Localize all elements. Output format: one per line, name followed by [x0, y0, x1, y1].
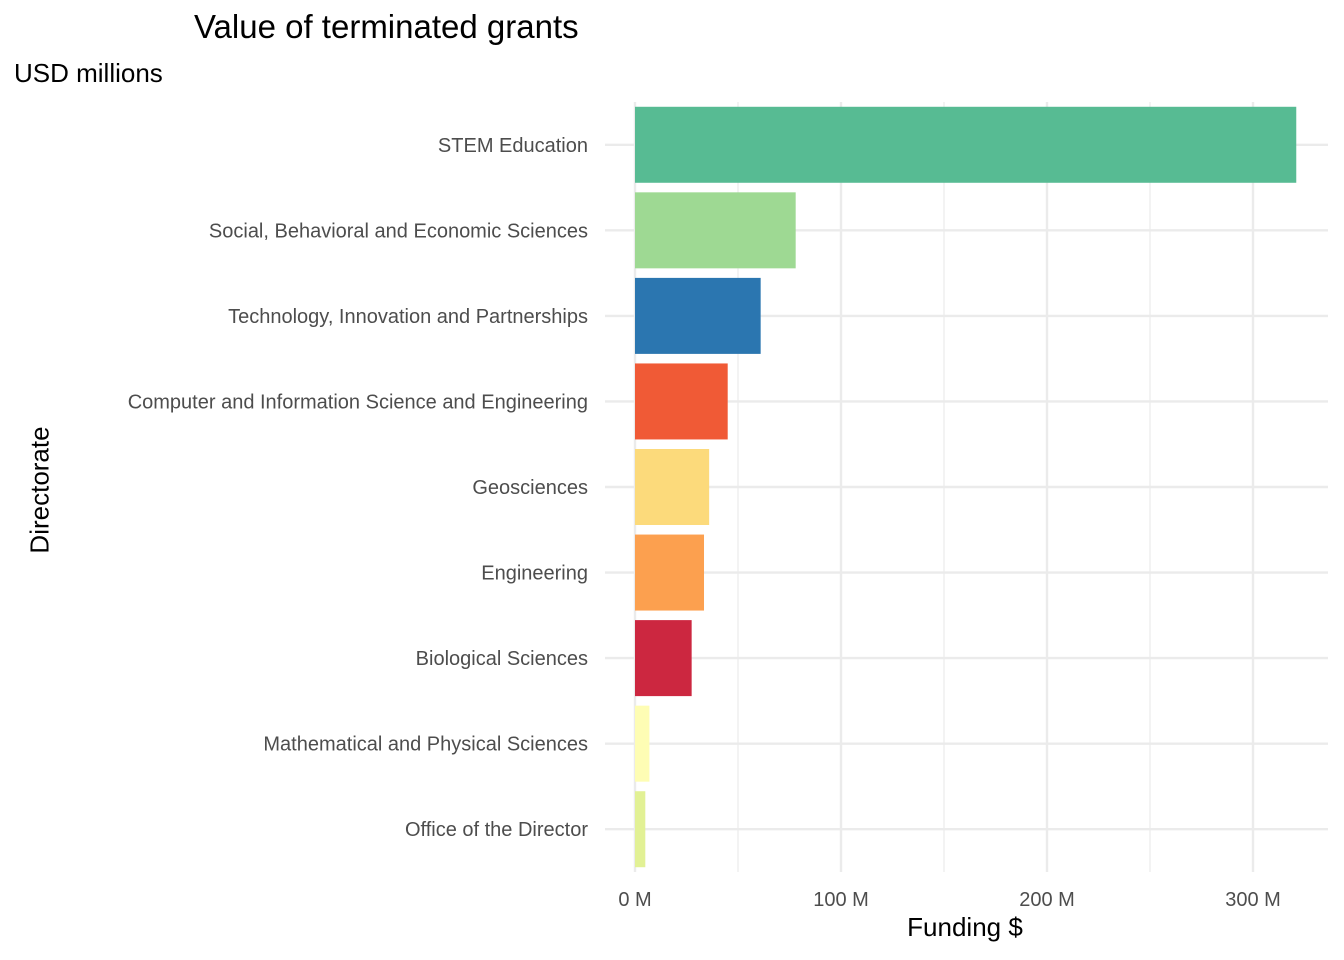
category-label: Engineering [481, 563, 588, 585]
x-tick-label: 0 M [618, 889, 651, 911]
chart-subtitle: USD millions [14, 58, 163, 88]
x-axis-label: Funding $ [907, 912, 1023, 942]
bar [635, 449, 710, 525]
bar [635, 277, 761, 354]
bar [635, 363, 728, 440]
category-label: Mathematical and Physical Sciences [263, 734, 588, 756]
category-label: Technology, Innovation and Partnerships [228, 306, 588, 328]
category-label: Social, Behavioral and Economic Sciences [209, 220, 588, 242]
bar [635, 791, 646, 868]
category-label: Geosciences [472, 477, 588, 499]
bar [635, 106, 1297, 183]
category-label: Computer and Information Science and Eng… [128, 391, 588, 413]
category-labels: STEM Education Social, Behavioral and Eco… [128, 135, 589, 841]
bar [635, 705, 650, 782]
x-tick-label: 200 M [1019, 889, 1075, 911]
bar [635, 534, 705, 611]
bar [635, 192, 796, 269]
chart-title: Value of terminated grants [194, 8, 579, 45]
category-label: Office of the Director [405, 819, 588, 841]
category-label: STEM Education [438, 135, 588, 157]
bar [635, 620, 692, 697]
x-tick-label: 300 M [1225, 889, 1281, 911]
bars [635, 106, 1297, 868]
x-tick-labels: 0 M 100 M 200 M 300 M [618, 889, 1280, 911]
x-tick-label: 100 M [813, 889, 869, 911]
category-label: Biological Sciences [416, 648, 588, 670]
